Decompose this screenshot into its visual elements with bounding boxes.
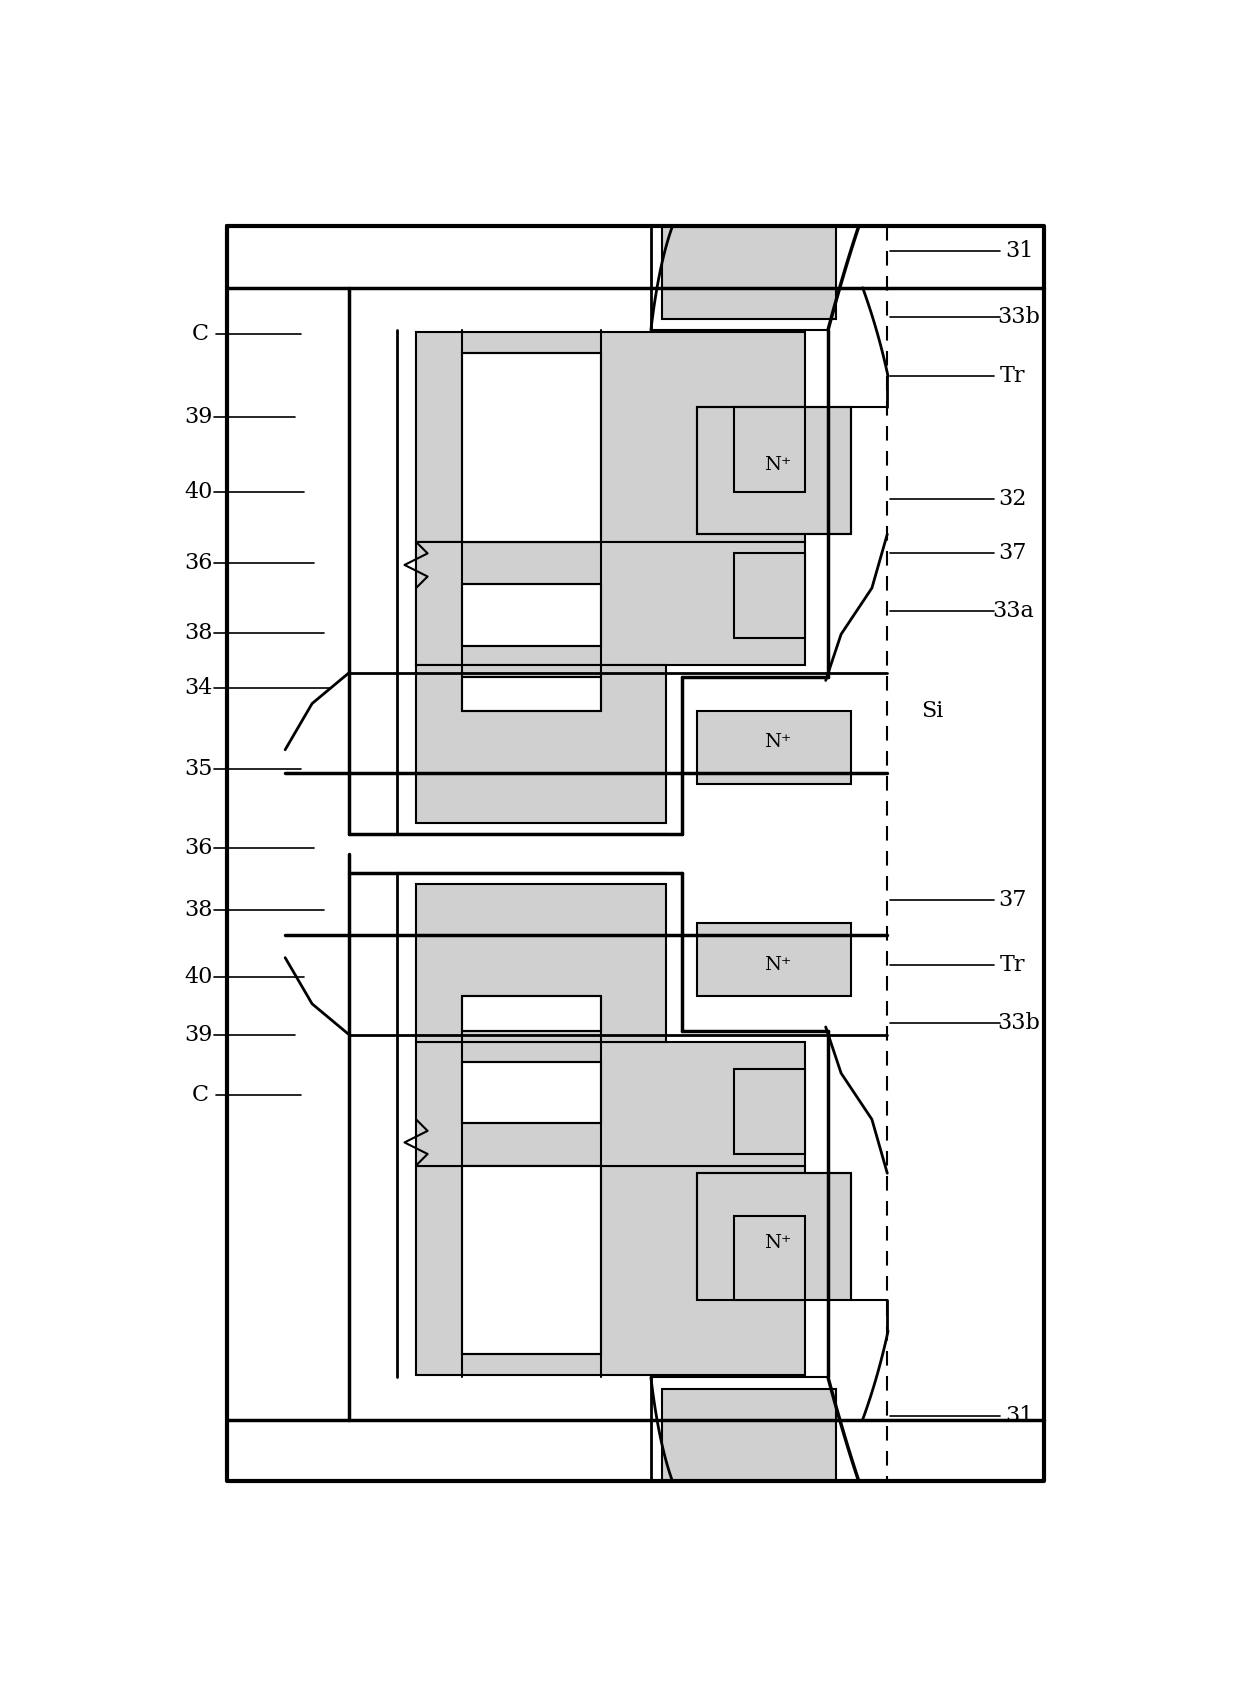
Polygon shape — [734, 1215, 805, 1299]
Polygon shape — [227, 227, 1044, 854]
Text: 33b: 33b — [997, 306, 1040, 328]
Polygon shape — [463, 1166, 601, 1354]
Polygon shape — [697, 408, 851, 535]
Text: 40: 40 — [184, 966, 212, 988]
Polygon shape — [417, 1166, 805, 1376]
Text: 38: 38 — [184, 621, 212, 643]
Polygon shape — [697, 711, 851, 785]
Text: 33a: 33a — [992, 601, 1034, 623]
Polygon shape — [417, 1042, 805, 1166]
Text: 39: 39 — [184, 406, 212, 428]
Text: 36: 36 — [184, 552, 212, 574]
Text: 31: 31 — [1004, 1404, 1033, 1426]
Polygon shape — [662, 227, 836, 318]
Text: N⁺: N⁺ — [764, 1233, 791, 1252]
Text: 31: 31 — [1004, 240, 1033, 262]
Polygon shape — [651, 227, 847, 330]
Text: 38: 38 — [184, 898, 212, 920]
Polygon shape — [863, 854, 1044, 1420]
Polygon shape — [417, 665, 666, 822]
Polygon shape — [417, 332, 805, 541]
Polygon shape — [662, 1389, 836, 1480]
Polygon shape — [227, 854, 1044, 1480]
Polygon shape — [157, 203, 1114, 1506]
Text: 32: 32 — [998, 489, 1027, 511]
Polygon shape — [463, 584, 601, 646]
Text: Tr: Tr — [999, 365, 1025, 387]
Polygon shape — [734, 553, 805, 638]
Polygon shape — [397, 1030, 828, 1377]
Text: N⁺: N⁺ — [764, 733, 791, 751]
Text: 37: 37 — [998, 888, 1027, 910]
Polygon shape — [417, 885, 666, 1042]
Text: 33b: 33b — [997, 1012, 1040, 1034]
Polygon shape — [417, 541, 805, 665]
Text: N⁺: N⁺ — [764, 455, 791, 474]
Polygon shape — [697, 924, 851, 997]
Text: Tr: Tr — [999, 954, 1025, 976]
Polygon shape — [397, 873, 682, 1030]
Polygon shape — [697, 1173, 851, 1299]
Polygon shape — [734, 408, 805, 492]
Polygon shape — [463, 997, 601, 1030]
Polygon shape — [651, 1377, 847, 1480]
Text: 34: 34 — [184, 677, 212, 699]
Polygon shape — [863, 288, 1044, 854]
Text: 37: 37 — [998, 543, 1027, 565]
Text: N⁺: N⁺ — [764, 956, 791, 975]
Polygon shape — [397, 677, 682, 834]
Polygon shape — [734, 1069, 805, 1154]
Polygon shape — [463, 677, 601, 711]
Polygon shape — [397, 330, 828, 677]
Text: Si: Si — [921, 700, 944, 722]
Polygon shape — [463, 354, 601, 541]
Text: C: C — [192, 323, 210, 345]
Text: 36: 36 — [184, 838, 212, 860]
Text: 35: 35 — [184, 758, 212, 780]
Polygon shape — [417, 541, 570, 665]
Text: 40: 40 — [184, 481, 212, 503]
Text: 39: 39 — [184, 1024, 212, 1046]
Polygon shape — [463, 1061, 601, 1123]
Text: C: C — [192, 1083, 210, 1105]
